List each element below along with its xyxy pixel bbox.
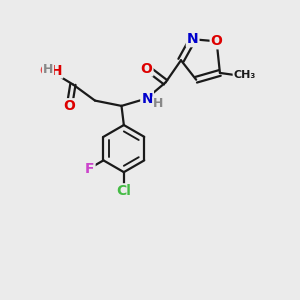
Text: N: N [187,32,198,46]
Text: O: O [211,34,223,48]
Text: CH₃: CH₃ [233,70,256,80]
Text: H: H [43,63,53,76]
Text: F: F [85,162,94,176]
Text: O: O [63,99,75,113]
Text: N: N [141,92,153,106]
Text: OH: OH [39,64,62,78]
Text: H: H [153,97,164,110]
Text: Cl: Cl [116,184,131,198]
Text: O: O [141,61,152,76]
